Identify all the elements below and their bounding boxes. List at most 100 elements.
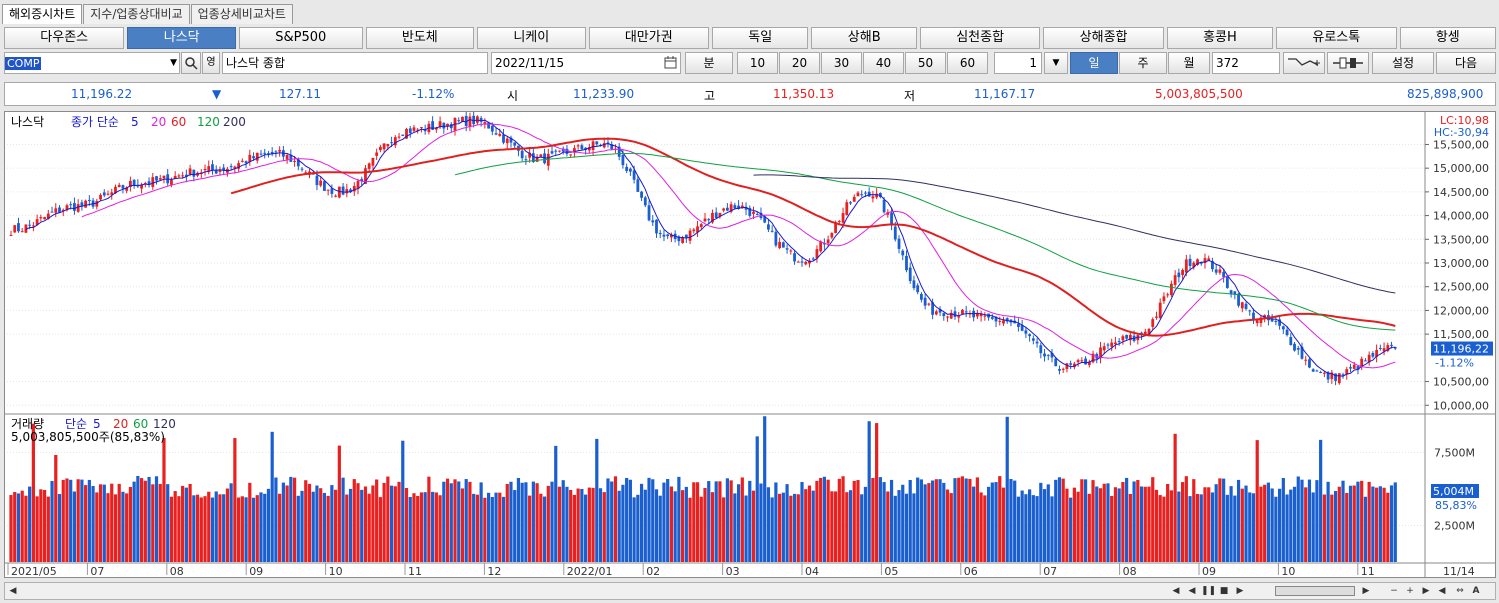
candle-body [1043, 353, 1046, 357]
volume-bar [76, 479, 80, 562]
volume-bar [535, 483, 539, 562]
market-button-12[interactable]: 항셍 [1399, 27, 1497, 49]
candle-body [774, 231, 778, 246]
scroll-thumb[interactable] [1275, 586, 1355, 596]
month-button[interactable]: 월 [1168, 52, 1210, 74]
volume-bar [654, 489, 659, 562]
volume-bar [792, 493, 797, 562]
volume-bar [591, 487, 595, 562]
hanja-toggle-button[interactable]: 영 [202, 52, 220, 74]
next-button[interactable]: 다음 [1436, 52, 1496, 74]
candle-body [531, 153, 535, 162]
zoom-in-icon[interactable]: + [1406, 586, 1414, 596]
candle-body [1322, 372, 1326, 374]
market-button-0[interactable]: 다우존스 [4, 27, 125, 49]
chevron-down-icon[interactable]: ▼ [170, 58, 177, 68]
chart-type-tool-icon[interactable] [1327, 52, 1369, 74]
market-button-9[interactable]: 상해종합 [1043, 27, 1164, 49]
scroll-end-icon[interactable]: ▶ [1422, 586, 1430, 596]
pause-icon[interactable]: ❚❚ [1201, 586, 1217, 596]
volume-bar [479, 482, 483, 562]
magnifier-icon[interactable] [181, 52, 201, 74]
tab-2[interactable]: 업종상세비교차트 [190, 4, 293, 24]
date-input[interactable]: 2022/11/15 [491, 52, 681, 74]
candle-body [420, 127, 423, 129]
candle-body [871, 196, 875, 199]
auto-text-icon[interactable]: A [1472, 586, 1480, 596]
candle-body [140, 184, 143, 189]
volume-bar [431, 491, 435, 562]
stop-icon[interactable]: ■ [1219, 586, 1229, 596]
week-button[interactable]: 주 [1119, 52, 1167, 74]
scroll-left-icon[interactable]: ◀ [9, 586, 17, 596]
code-select[interactable]: COMP ▼ [4, 52, 180, 74]
volume-bar [1281, 478, 1285, 562]
volume-bar [278, 493, 282, 562]
volume-bar [934, 479, 938, 562]
market-button-5[interactable]: 대만가권 [588, 27, 709, 49]
tab-1[interactable]: 지수/업종상대비교 [83, 4, 190, 24]
trend-line-tool-icon[interactable] [1283, 52, 1325, 74]
scroll-end-double-icon[interactable]: ◀ [1438, 586, 1446, 596]
chart-area[interactable]: 15,500,00 15,000,00 14,500,00 14,000,00 13,5… [4, 111, 1496, 578]
period-button-20[interactable]: 20 [779, 52, 820, 74]
period-button-10[interactable]: 10 [737, 52, 778, 74]
market-button-8[interactable]: 심천종합 [919, 27, 1041, 49]
minute-button[interactable]: 분 [685, 52, 733, 74]
auto-scale-icon[interactable]: ⇔ [1456, 586, 1464, 596]
period-button-30[interactable]: 30 [821, 52, 862, 74]
step-back-icon[interactable]: ◀ [1172, 586, 1180, 596]
volume-bar [729, 480, 733, 562]
time-label: 07 [1043, 565, 1057, 577]
candle-body [311, 173, 315, 175]
volume-bar [1214, 484, 1218, 562]
volume-bar [598, 488, 603, 562]
market-button-2[interactable]: S&P500 [238, 27, 363, 49]
candle-body [1024, 330, 1028, 334]
volume-bar [1222, 478, 1226, 562]
volume-bar [427, 476, 431, 562]
volume-bar [80, 479, 84, 562]
candle-body [263, 152, 267, 154]
volume-bar [972, 486, 976, 562]
volume-bar [1020, 490, 1024, 562]
zoom-out-icon[interactable]: − [1390, 586, 1398, 596]
bar-count-input[interactable]: 372 [1212, 52, 1280, 74]
market-button-11[interactable]: 유로스톡 [1276, 27, 1397, 49]
volume-bar [759, 483, 763, 562]
candle-body [725, 207, 729, 211]
volume-bar [931, 480, 935, 562]
period-button-50[interactable]: 50 [905, 52, 946, 74]
price-tick-label: 15,500,00 [1433, 138, 1489, 151]
hc-label: HC:-30,94 [1434, 126, 1489, 139]
calendar-icon[interactable] [664, 55, 677, 75]
horizontal-scrollbar[interactable]: ◀ ◀ ◀ ❚❚ ■ ▶ ▶ − + ▶ ◀ ⇔ A [4, 582, 1496, 600]
candle-body [1106, 344, 1110, 346]
day-button[interactable]: 일 [1070, 52, 1118, 74]
scroll-right-icon[interactable]: ▶ [1362, 586, 1370, 596]
count-unit-chevron-icon[interactable]: ▼ [1044, 52, 1068, 74]
period-button-40[interactable]: 40 [863, 52, 904, 74]
tab-0[interactable]: 해외증시차트 [2, 4, 83, 24]
volume-bar [192, 495, 196, 562]
market-button-3[interactable]: 반도체 [365, 27, 475, 49]
candle-body [707, 219, 711, 221]
count-unit-field[interactable]: 1 [994, 52, 1042, 74]
candle-body [1222, 271, 1226, 278]
settings-button[interactable]: 설정 [1372, 52, 1434, 74]
market-button-6[interactable]: 독일 [711, 27, 809, 49]
chart-svg[interactable]: 15,500,00 15,000,00 14,500,00 14,000,00 13,5… [5, 111, 1495, 578]
market-button-10[interactable]: 홍콩H [1166, 27, 1274, 49]
volume-bar [203, 496, 207, 562]
amount-value: 825,898,900 [1407, 87, 1484, 101]
volume-bar [386, 476, 390, 562]
candle-body [87, 199, 91, 201]
market-button-1[interactable]: 나스닥 [127, 27, 236, 49]
candle-body [1386, 345, 1390, 351]
market-button-7[interactable]: 상해B [811, 27, 917, 49]
play-icon[interactable]: ▶ [1236, 586, 1244, 596]
period-button-60[interactable]: 60 [947, 52, 988, 74]
volume-bar [319, 488, 323, 562]
play-back-icon[interactable]: ◀ [1188, 586, 1196, 596]
market-button-4[interactable]: 니케이 [477, 27, 586, 49]
